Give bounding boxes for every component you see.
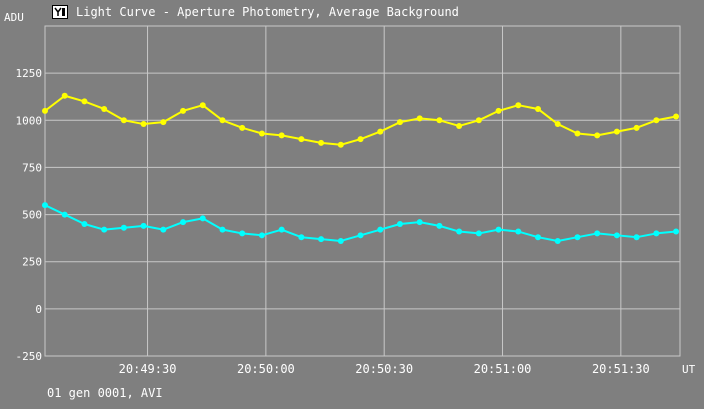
data-point [298,234,305,241]
data-point [357,232,364,239]
data-point [456,228,463,235]
data-point [278,132,285,139]
data-point [515,102,522,109]
x-tick-label: 20:51:30 [592,362,650,376]
data-point [475,230,482,237]
data-point [396,119,403,126]
data-point [318,139,325,146]
data-point [436,117,443,124]
data-point [101,226,108,233]
plot-frame [44,25,681,357]
data-point [180,107,187,114]
data-point [258,232,265,239]
data-point [554,237,561,244]
data-point [495,226,502,233]
data-point [140,222,147,229]
data-point [377,226,384,233]
data-point [258,130,265,137]
data-point [199,102,206,109]
data-point [239,124,246,131]
data-point [554,121,561,128]
data-point [416,219,423,226]
data-point [574,234,581,241]
footer-info: 01 gen 0001, AVI [47,386,163,400]
data-point [160,226,167,233]
x-tick-label: 20:50:30 [355,362,413,376]
data-point [180,219,187,226]
data-point [120,224,127,231]
data-point [613,128,620,135]
data-point [475,117,482,124]
data-point [515,228,522,235]
data-point [61,92,68,99]
data-point [42,202,48,209]
data-point [436,222,443,229]
y-tick-label: 500 [22,209,42,222]
x-tick-label: 20:50:00 [237,362,295,376]
data-point [633,124,640,131]
data-point [140,121,147,128]
data-point [219,117,226,124]
y-tick-label: 1250 [16,67,43,80]
data-point [673,113,680,120]
data-point [298,136,305,143]
data-point [120,117,127,124]
x-axis-label: UT [682,363,696,376]
data-point [81,221,88,227]
app-logo-icon [52,5,68,19]
data-point [653,230,660,237]
data-point [357,136,364,143]
data-point [653,117,660,124]
data-point [219,226,226,233]
data-point [535,234,542,241]
data-point [396,221,403,227]
y-tick-label: 1000 [16,114,43,127]
data-point [495,107,502,114]
y-tick-label: -250 [16,350,43,363]
data-point [613,232,620,239]
data-point [239,230,246,237]
y-tick-label: 0 [35,303,42,316]
data-point [633,234,640,241]
y-tick-label: 250 [22,256,42,269]
data-point [594,132,601,139]
data-point [416,115,423,122]
data-point [574,130,581,137]
window-title: Light Curve - Aperture Photometry, Avera… [76,5,459,19]
y-axis-label: ADU [4,11,24,24]
data-point [318,236,325,243]
x-tick-label: 20:49:30 [119,362,177,376]
data-point [594,230,601,237]
data-point [377,128,384,135]
x-tick-label: 20:51:00 [474,362,532,376]
data-point [278,226,285,233]
data-point [101,105,108,112]
data-point [535,105,542,112]
data-point [81,98,88,105]
data-point [42,107,48,114]
data-point [199,215,206,222]
y-tick-label: 750 [22,161,42,174]
data-point [337,141,344,148]
data-point [61,211,68,218]
data-point [456,122,463,129]
data-point [160,119,167,126]
data-point [337,237,344,244]
data-point [673,228,680,235]
